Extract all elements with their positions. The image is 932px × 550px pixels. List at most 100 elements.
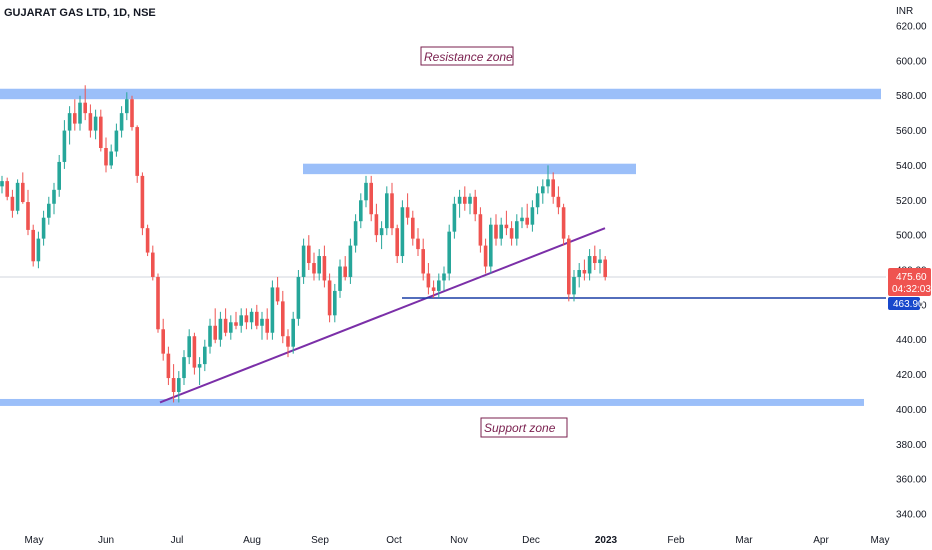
candle-body (125, 99, 129, 114)
resistance-zone-mid[interactable] (303, 163, 636, 175)
candle (483, 238, 488, 274)
candle (587, 249, 592, 281)
candle-body (593, 256, 597, 264)
candle-body (31, 229, 35, 262)
candle (109, 144, 113, 169)
candle (359, 193, 363, 229)
candle (166, 346, 171, 386)
candle (41, 210, 46, 246)
trendline[interactable] (159, 227, 606, 404)
candle (452, 196, 457, 239)
candle (10, 189, 15, 218)
candle-body (327, 280, 332, 316)
candle (379, 221, 384, 250)
candle-body (83, 102, 87, 114)
x-tick-label: Oct (386, 535, 402, 546)
candle (437, 273, 441, 298)
y-tick-label: 420.00 (896, 370, 927, 381)
y-tick-label: 360.00 (896, 475, 927, 486)
candle-body (530, 207, 535, 225)
candle (400, 200, 405, 264)
candle (338, 259, 342, 298)
candle (21, 172, 25, 204)
candle (57, 154, 61, 197)
x-tick-label: May (871, 535, 890, 546)
candle (171, 364, 176, 403)
candle (561, 203, 566, 246)
candle-body (551, 179, 555, 197)
candle (244, 308, 249, 330)
candle-body (41, 217, 46, 239)
candle (78, 95, 82, 131)
candle (286, 329, 290, 358)
candle (73, 99, 77, 131)
candle-body (93, 116, 98, 131)
y-tick-label: 520.00 (896, 196, 927, 207)
y-tick-label: 560.00 (896, 126, 927, 137)
candle (192, 332, 197, 375)
candle-body (15, 182, 20, 211)
candle-body (379, 228, 384, 236)
candle-body (598, 259, 602, 264)
candle-body (99, 116, 103, 148)
candle-body (135, 127, 139, 176)
candle (275, 276, 280, 305)
candle-body (468, 196, 472, 204)
candle-body (307, 245, 311, 264)
x-tick-label: Mar (735, 535, 753, 546)
candle (535, 186, 540, 215)
candle (161, 318, 165, 361)
candle-body (343, 266, 347, 277)
candle-body (161, 329, 165, 354)
candle-body (489, 224, 493, 267)
time-axis[interactable]: May Jun Jul Aug Sep Oct Nov Dec 2023 Feb Mar Apr May (25, 535, 890, 546)
candle (234, 311, 238, 330)
resistance-zone-top[interactable] (0, 88, 881, 100)
support-zone[interactable] (0, 398, 864, 406)
candle-body (21, 182, 25, 203)
candle (208, 318, 212, 354)
candle-body (36, 238, 41, 262)
candle (426, 263, 431, 295)
candle-body (67, 113, 72, 131)
candle-body (192, 336, 197, 368)
y-tick-label: 580.00 (896, 91, 927, 102)
x-tick-label: Dec (522, 535, 540, 546)
candle (520, 207, 524, 229)
candle-body (447, 231, 451, 274)
candle-body (78, 102, 82, 124)
candle-body (213, 325, 217, 340)
x-tick-label: Jul (171, 535, 184, 546)
candle (541, 179, 545, 204)
candle-body (57, 161, 61, 190)
candle-body (411, 217, 415, 239)
candles-layer (0, 85, 607, 403)
candle (156, 273, 160, 333)
support-zone-label-box[interactable] (480, 417, 568, 438)
candle-body (457, 196, 462, 204)
candle (52, 182, 56, 215)
candle (270, 280, 275, 340)
x-tick-label: Sep (311, 535, 329, 546)
resistance-zone-label-box[interactable] (420, 46, 514, 66)
support-level-value: 463.90 (893, 299, 924, 310)
y-tick-label: 620.00 (896, 22, 927, 33)
candle (239, 308, 243, 333)
candle-body (286, 336, 290, 347)
candle-body (369, 182, 373, 215)
y-tick-label: 440.00 (896, 335, 927, 346)
candle-body (156, 276, 160, 330)
candle (374, 203, 379, 243)
candle-body (353, 221, 358, 246)
candle-body (0, 181, 4, 187)
candle-body (88, 113, 93, 131)
candle-body (52, 189, 56, 204)
candle-body (229, 322, 233, 333)
candle (405, 193, 410, 225)
candle-body (47, 203, 51, 218)
candle-body (114, 130, 119, 152)
candle-body (426, 273, 431, 288)
candle (421, 238, 425, 281)
candle-body (603, 259, 607, 277)
